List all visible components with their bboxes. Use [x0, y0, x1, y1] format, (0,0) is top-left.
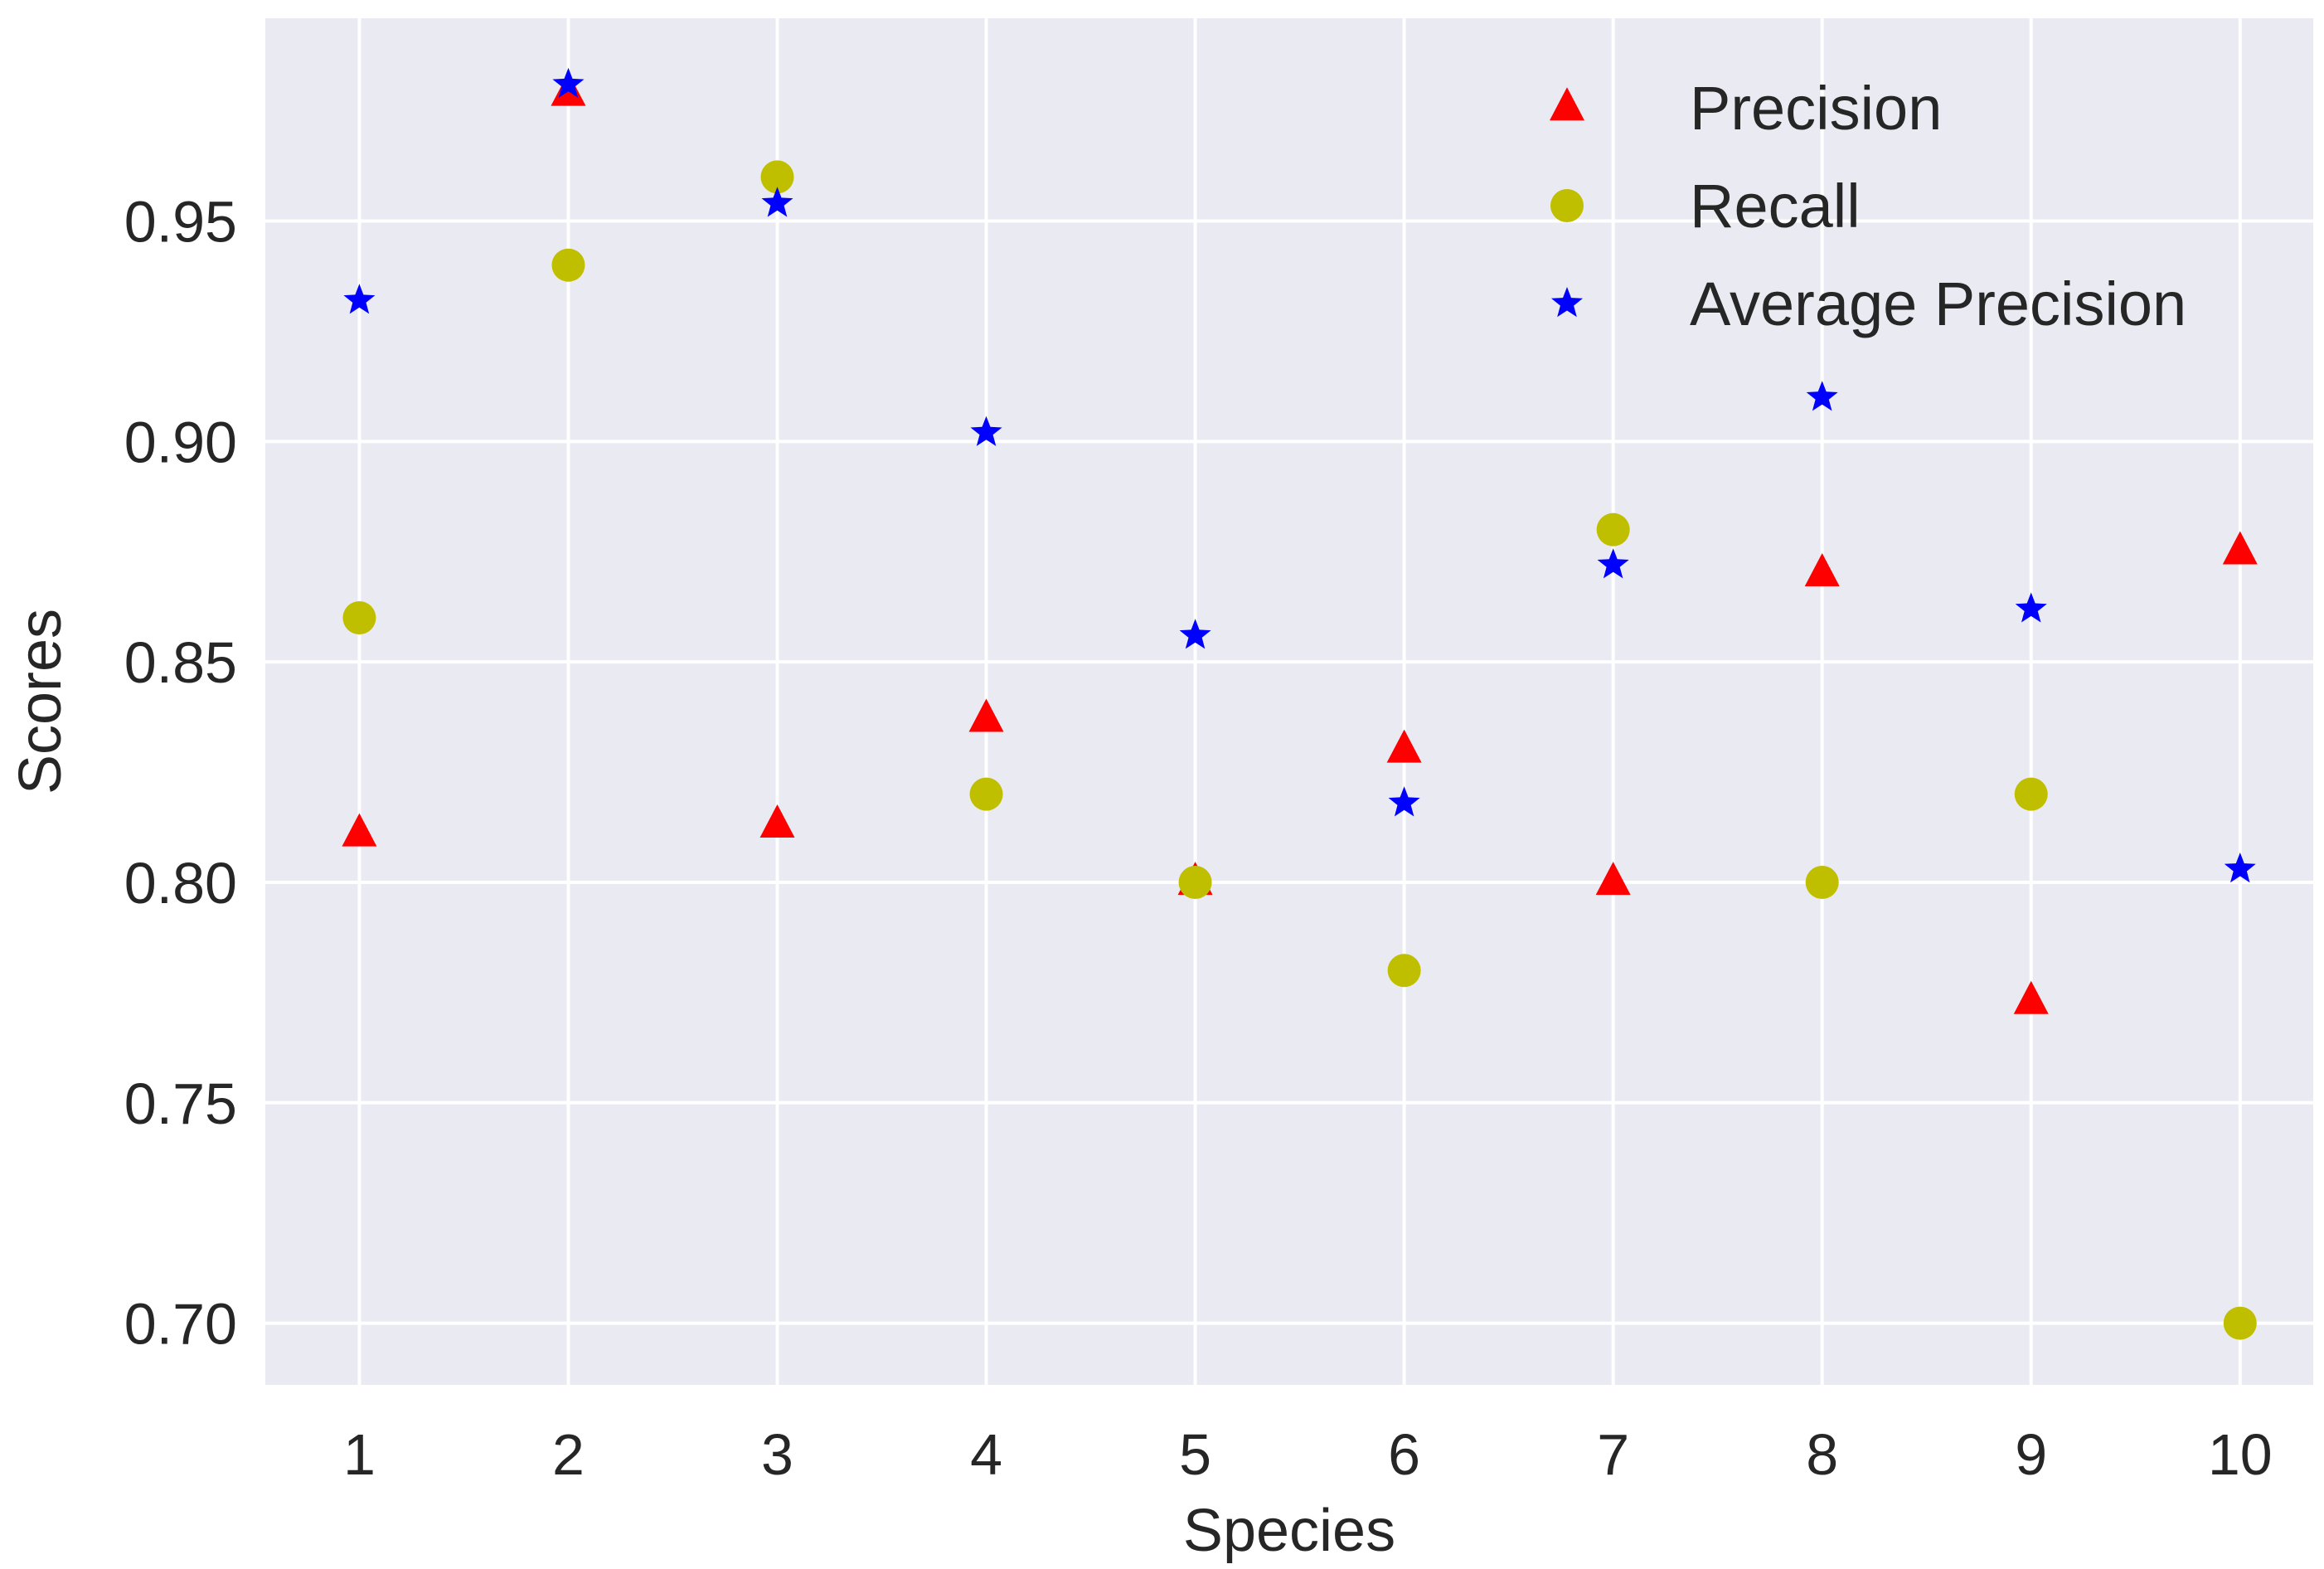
- legend-average-precision-marker: [1551, 287, 1583, 318]
- y-tick-label: 0.90: [124, 410, 237, 474]
- y-tick-label: 0.70: [124, 1292, 237, 1357]
- legend: Precision Recall Average Precision: [1550, 74, 2186, 338]
- average-precision-point: [2015, 592, 2047, 623]
- recall-point: [2014, 777, 2048, 811]
- precision-point: [1386, 729, 1422, 763]
- average-precision-point: [1388, 786, 1420, 817]
- recall-point: [969, 777, 1003, 811]
- y-tick-label: 0.85: [124, 630, 237, 695]
- data-points: [342, 67, 2258, 1340]
- legend-recall-label: Recall: [1690, 172, 1861, 240]
- recall-point: [1178, 865, 1212, 899]
- recall-point: [551, 248, 585, 282]
- x-tick-label: 2: [552, 1422, 585, 1487]
- y-tick-label: 0.80: [124, 851, 237, 916]
- precision-point: [1595, 862, 1631, 896]
- average-precision-point: [1806, 381, 1838, 411]
- recall-point: [2223, 1306, 2257, 1340]
- precision-point: [759, 804, 795, 838]
- average-precision-point: [1179, 619, 1211, 649]
- average-precision-point: [970, 415, 1002, 446]
- precision-point: [2222, 531, 2258, 565]
- recall-point: [342, 600, 376, 634]
- x-tick-label: 7: [1597, 1422, 1629, 1487]
- legend-precision-marker: [1550, 87, 1584, 121]
- tick-labels: 1 2 3 4 5 6 7 8 9 10 0.70 0.75 0.80 0.85 0.90 0.95: [124, 190, 2273, 1487]
- x-tick-label: 6: [1388, 1422, 1420, 1487]
- plot-area: [265, 18, 2313, 1385]
- recall-point: [1387, 954, 1421, 988]
- average-precision-point: [761, 187, 793, 217]
- average-precision-point: [343, 284, 376, 314]
- recall-point: [760, 160, 794, 194]
- recall-point: [1805, 865, 1839, 899]
- y-axis-label: Scores: [7, 609, 74, 794]
- precision-point: [342, 813, 377, 847]
- precision-point: [1804, 553, 1840, 587]
- x-tick-label: 3: [761, 1422, 793, 1487]
- average-precision-point: [552, 67, 585, 98]
- legend-recall-marker: [1550, 189, 1584, 222]
- precision-point: [968, 698, 1004, 732]
- x-tick-label: 5: [1179, 1422, 1211, 1487]
- x-tick-label: 4: [970, 1422, 1002, 1487]
- legend-precision-label: Precision: [1690, 74, 1942, 143]
- x-tick-label: 1: [343, 1422, 376, 1487]
- y-tick-label: 0.75: [124, 1071, 237, 1136]
- average-precision-point: [1597, 548, 1629, 579]
- x-axis-label: Species: [1183, 1498, 1395, 1564]
- precision-point: [2013, 980, 2049, 1014]
- grid-lines: [265, 18, 2313, 1385]
- average-precision-point: [2224, 853, 2256, 883]
- x-tick-label: 10: [2208, 1422, 2273, 1487]
- recall-point: [1596, 512, 1630, 546]
- legend-average-precision-label: Average Precision: [1690, 270, 2186, 338]
- y-tick-label: 0.95: [124, 190, 237, 255]
- x-tick-label: 8: [1806, 1422, 1838, 1487]
- x-tick-label: 9: [2015, 1422, 2047, 1487]
